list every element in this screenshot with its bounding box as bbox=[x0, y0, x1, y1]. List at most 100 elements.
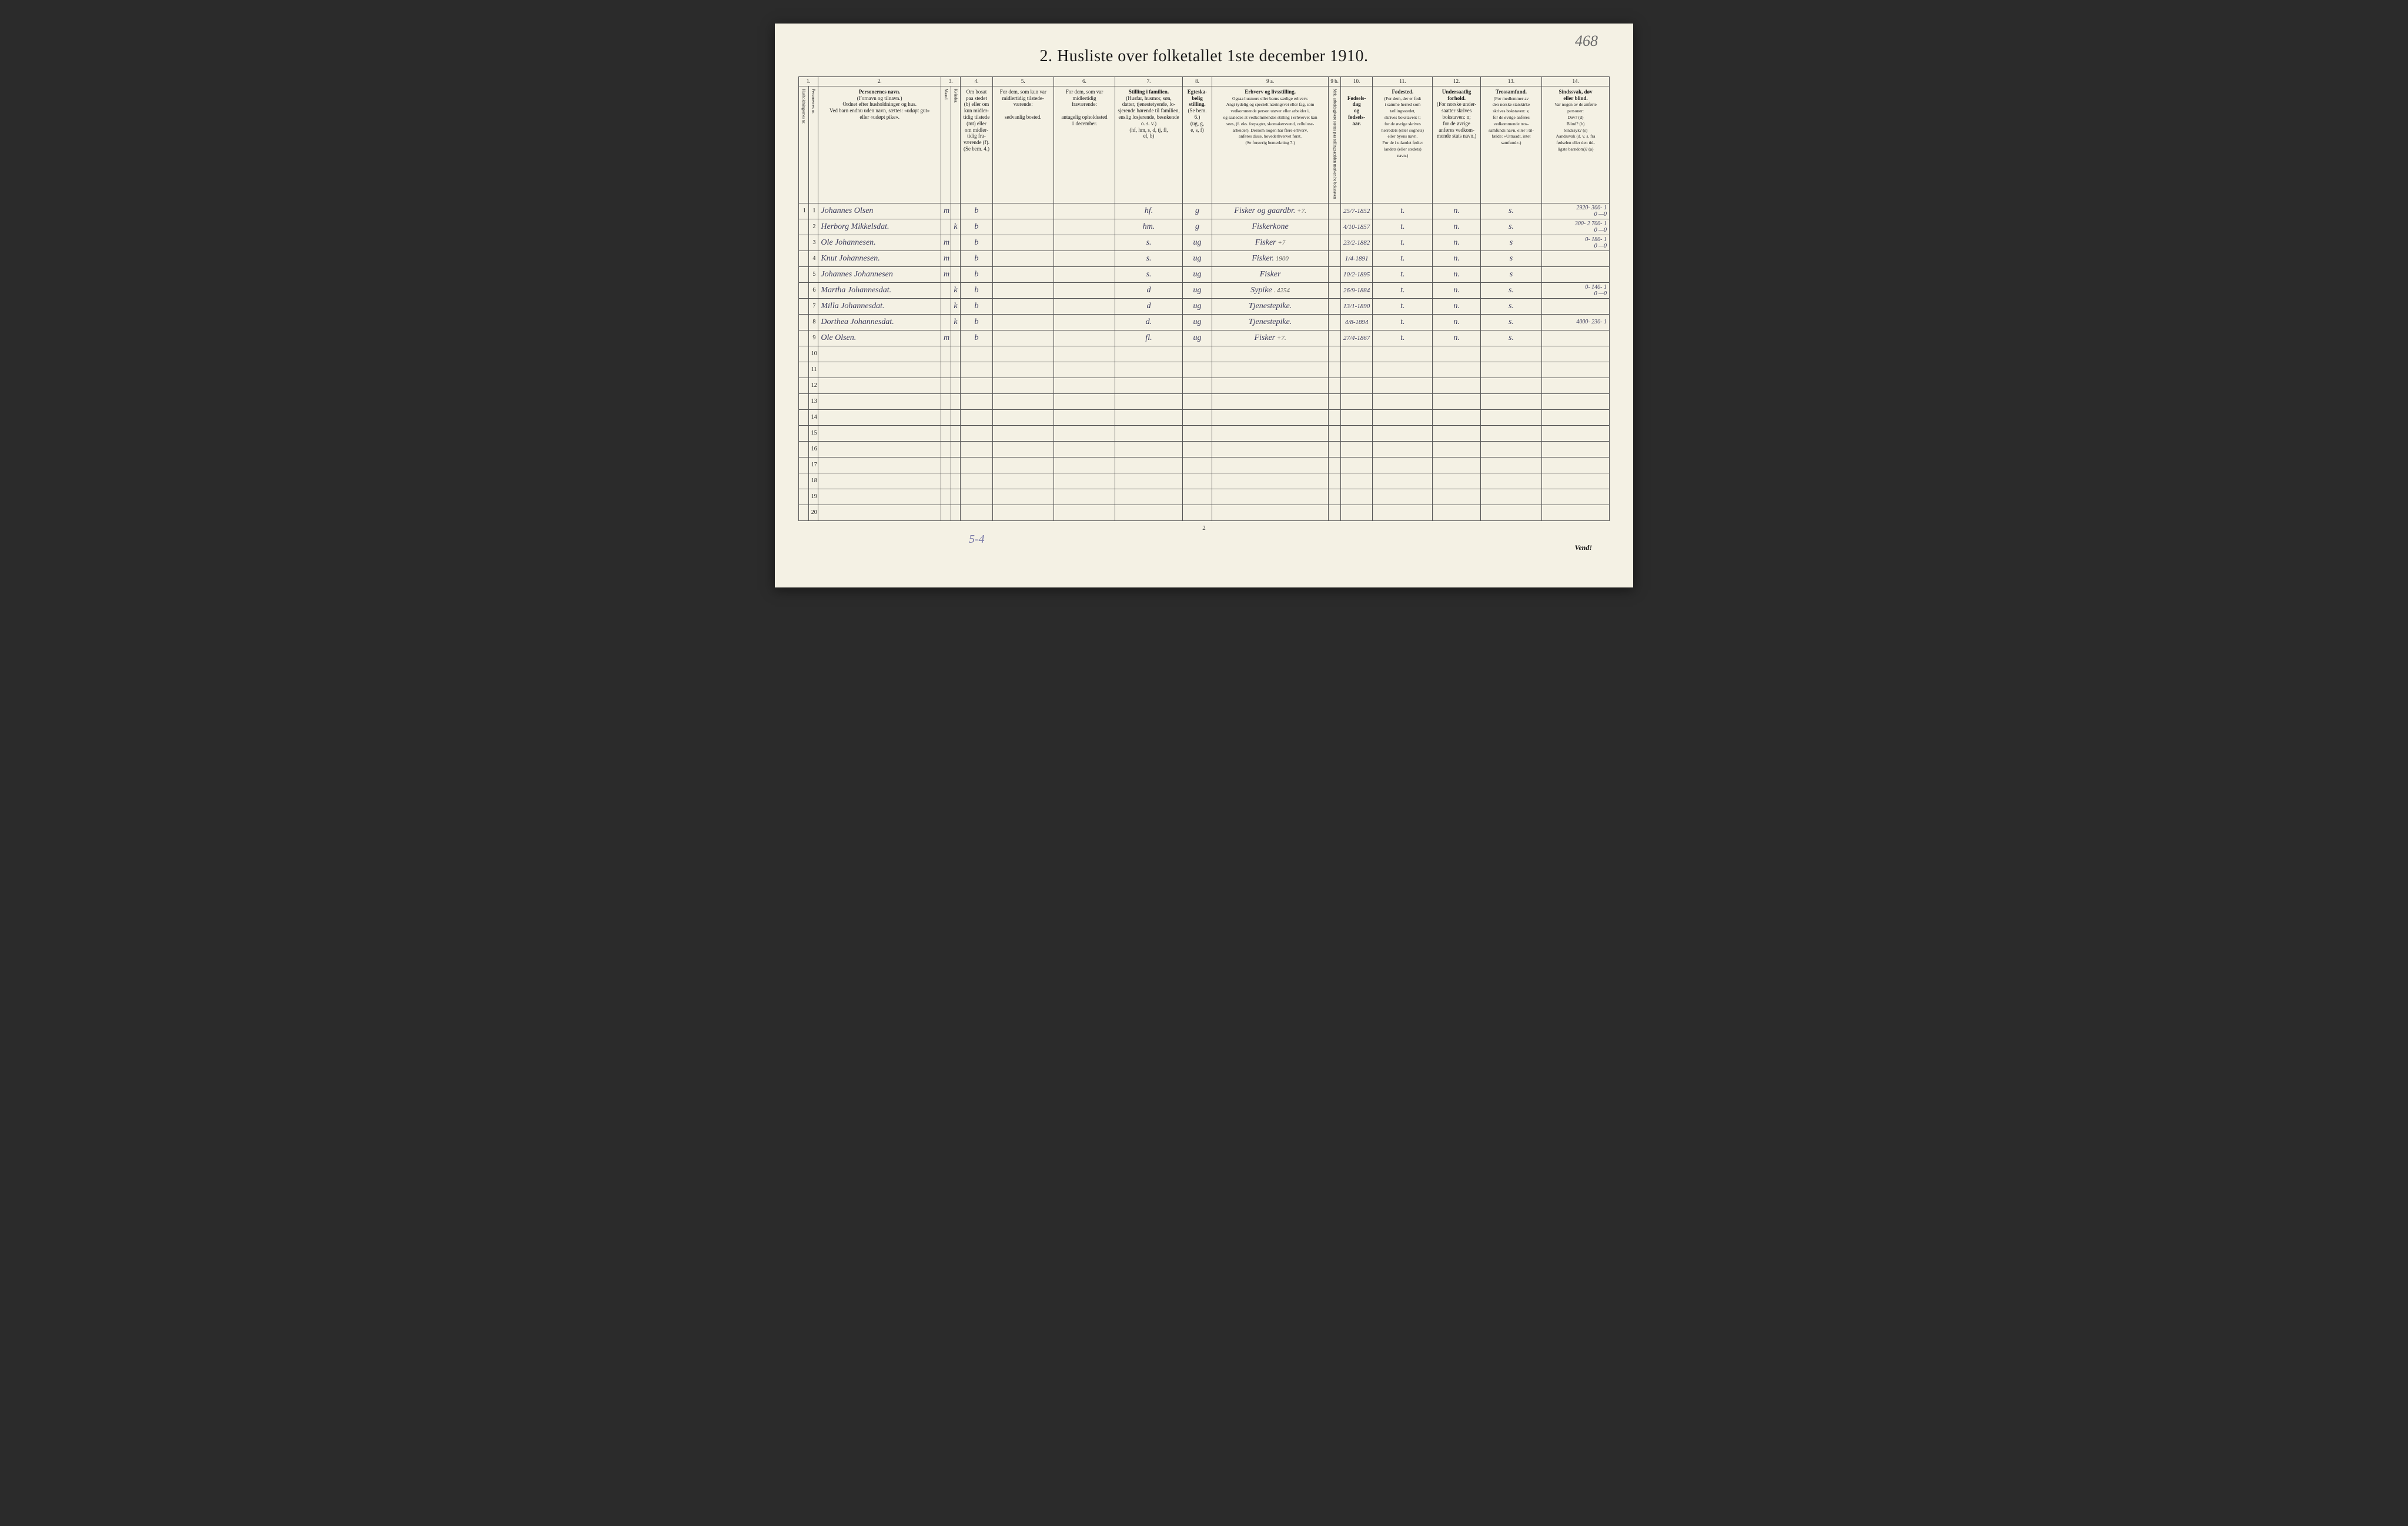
cell-temp-absent bbox=[1054, 251, 1115, 266]
cell-marital bbox=[1182, 409, 1212, 425]
cell-person-num: 10 bbox=[808, 346, 818, 362]
cell-residence bbox=[961, 441, 992, 457]
cell-dob bbox=[1341, 393, 1373, 409]
cell-occupation bbox=[1212, 362, 1328, 378]
cell-person-num: 4 bbox=[808, 251, 818, 266]
col-10-num: 10. bbox=[1341, 77, 1373, 86]
cell-temp-absent bbox=[1054, 489, 1115, 505]
cell-marital bbox=[1182, 362, 1212, 378]
cell-birthplace bbox=[1373, 425, 1433, 441]
cell-name bbox=[818, 393, 941, 409]
cell-birthplace: t. bbox=[1373, 330, 1433, 346]
cell-name: Johannes Olsen bbox=[818, 203, 941, 219]
table-row: 10 bbox=[799, 346, 1610, 362]
cell-residence bbox=[961, 505, 992, 520]
cell-birthplace bbox=[1373, 378, 1433, 393]
cell-col14 bbox=[1542, 473, 1610, 489]
cell-dob bbox=[1341, 489, 1373, 505]
col-13-head: Trossamfund. (For medlemmer av den norsk… bbox=[1480, 86, 1541, 203]
cell-name: Knut Johannesen. bbox=[818, 251, 941, 266]
cell-residence bbox=[961, 457, 992, 473]
col-14-num: 14. bbox=[1542, 77, 1610, 86]
col-4-head: Om bosat paa stedet (b) eller om kun mid… bbox=[961, 86, 992, 203]
table-row: 8Dorthea Johannesdat.kbd.ugTjenestepike.… bbox=[799, 314, 1610, 330]
cell-nationality: n. bbox=[1433, 235, 1480, 251]
cell-residence bbox=[961, 393, 992, 409]
cell-religion bbox=[1480, 425, 1541, 441]
cell-nationality bbox=[1433, 346, 1480, 362]
cell-sex-m: m bbox=[941, 203, 951, 219]
cell-temp-present bbox=[992, 251, 1054, 266]
table-row: 17 bbox=[799, 457, 1610, 473]
cell-birthplace bbox=[1373, 489, 1433, 505]
cell-family-pos bbox=[1115, 457, 1183, 473]
cell-temp-present bbox=[992, 393, 1054, 409]
cell-nationality bbox=[1433, 362, 1480, 378]
cell-sex-k bbox=[951, 266, 961, 282]
cell-name bbox=[818, 346, 941, 362]
cell-religion bbox=[1480, 378, 1541, 393]
cell-9b bbox=[1329, 235, 1341, 251]
cell-marital bbox=[1182, 425, 1212, 441]
cell-9b bbox=[1329, 219, 1341, 235]
cell-name bbox=[818, 362, 941, 378]
cell-family-pos bbox=[1115, 362, 1183, 378]
cell-marital bbox=[1182, 505, 1212, 520]
cell-name bbox=[818, 505, 941, 520]
cell-religion bbox=[1480, 473, 1541, 489]
cell-dob: 4/10-1857 bbox=[1341, 219, 1373, 235]
cell-temp-absent bbox=[1054, 505, 1115, 520]
cell-dob bbox=[1341, 457, 1373, 473]
cell-religion: s. bbox=[1480, 219, 1541, 235]
col-3-num: 3. bbox=[941, 77, 960, 86]
cell-dob bbox=[1341, 505, 1373, 520]
cell-occupation-annotation: +7. bbox=[1275, 335, 1286, 342]
col-3k-head: Kvinder. bbox=[951, 86, 961, 203]
cell-family-pos bbox=[1115, 346, 1183, 362]
cell-9b bbox=[1329, 489, 1341, 505]
cell-household-num bbox=[799, 282, 809, 298]
cell-9b bbox=[1329, 441, 1341, 457]
bottom-annotation: 5-4 bbox=[969, 533, 985, 546]
cell-temp-absent bbox=[1054, 457, 1115, 473]
cell-religion bbox=[1480, 409, 1541, 425]
cell-name bbox=[818, 489, 941, 505]
cell-marital bbox=[1182, 378, 1212, 393]
table-row: 2Herborg Mikkelsdat.kbhm.gFiskerkone4/10… bbox=[799, 219, 1610, 235]
cell-occupation bbox=[1212, 393, 1328, 409]
cell-sex-m bbox=[941, 346, 951, 362]
cell-residence: b bbox=[961, 235, 992, 251]
table-row: 19 bbox=[799, 489, 1610, 505]
cell-temp-present bbox=[992, 457, 1054, 473]
cell-sex-m: m bbox=[941, 330, 951, 346]
cell-dob bbox=[1341, 378, 1373, 393]
cell-residence bbox=[961, 362, 992, 378]
col-6-head: For dem, som var midlertidig fraværende:… bbox=[1054, 86, 1115, 203]
cell-col14 bbox=[1542, 330, 1610, 346]
cell-person-num: 16 bbox=[808, 441, 818, 457]
cell-9b bbox=[1329, 425, 1341, 441]
col-1a-head: Husholdningernes nr. bbox=[799, 86, 809, 203]
cell-nationality bbox=[1433, 393, 1480, 409]
table-row: 9Ole Olsen.mbfl.ugFisker +7.27/4-1867t.n… bbox=[799, 330, 1610, 346]
cell-nationality: n. bbox=[1433, 203, 1480, 219]
cell-nationality: n. bbox=[1433, 266, 1480, 282]
cell-sex-k bbox=[951, 505, 961, 520]
cell-marital bbox=[1182, 473, 1212, 489]
cell-sex-k bbox=[951, 330, 961, 346]
cell-occupation: Tjenestepike. bbox=[1212, 298, 1328, 314]
cell-birthplace: t. bbox=[1373, 266, 1433, 282]
cell-family-pos bbox=[1115, 393, 1183, 409]
cell-birthplace bbox=[1373, 346, 1433, 362]
cell-residence: b bbox=[961, 203, 992, 219]
cell-temp-absent bbox=[1054, 409, 1115, 425]
cell-dob: 27/4-1867 bbox=[1341, 330, 1373, 346]
cell-temp-present bbox=[992, 473, 1054, 489]
cell-9b bbox=[1329, 298, 1341, 314]
cell-name: Ole Johannesen. bbox=[818, 235, 941, 251]
cell-religion bbox=[1480, 362, 1541, 378]
cell-sex-m: m bbox=[941, 251, 951, 266]
cell-col14 bbox=[1542, 409, 1610, 425]
cell-person-num: 6 bbox=[808, 282, 818, 298]
cell-9b bbox=[1329, 251, 1341, 266]
